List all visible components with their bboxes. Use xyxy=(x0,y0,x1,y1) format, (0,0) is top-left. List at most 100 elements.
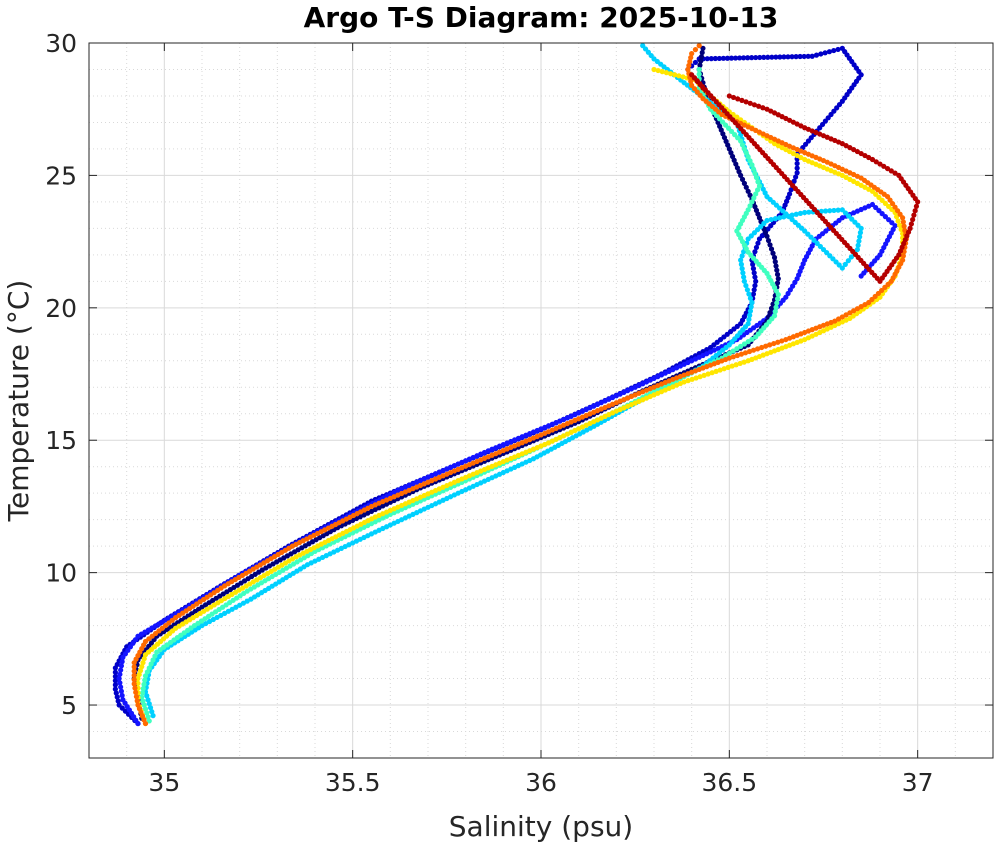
data-point xyxy=(745,339,751,345)
data-point xyxy=(747,308,754,314)
data-point xyxy=(743,99,749,105)
data-point xyxy=(753,174,760,181)
data-point xyxy=(855,242,861,248)
data-point xyxy=(743,150,749,156)
data-point xyxy=(769,54,775,60)
data-point xyxy=(708,56,714,62)
data-point xyxy=(753,244,760,251)
data-point xyxy=(734,114,740,120)
data-point xyxy=(728,55,735,61)
data-point xyxy=(736,55,743,61)
data-series xyxy=(112,45,864,727)
data-point xyxy=(697,62,703,68)
data-point xyxy=(726,350,732,357)
data-point xyxy=(809,53,815,59)
data-point xyxy=(743,184,749,190)
data-point xyxy=(900,257,906,263)
data-point xyxy=(751,270,757,276)
data-point xyxy=(754,187,761,193)
data-point xyxy=(774,280,781,286)
data-point xyxy=(751,195,757,201)
data-point xyxy=(787,191,793,197)
data-point xyxy=(910,216,916,223)
data-point xyxy=(896,222,903,228)
data-point xyxy=(131,672,137,678)
data-point xyxy=(697,374,703,380)
data-point xyxy=(740,270,746,276)
data-point xyxy=(772,259,778,265)
data-point xyxy=(771,141,778,147)
data-point xyxy=(687,58,693,65)
data-point xyxy=(117,671,123,677)
data-point xyxy=(749,299,755,306)
data-point xyxy=(741,180,748,186)
data-point xyxy=(805,53,811,59)
data-point xyxy=(768,216,774,223)
data-point xyxy=(775,276,781,282)
data-point xyxy=(730,348,736,354)
data-point xyxy=(119,659,125,665)
data-point xyxy=(827,208,833,214)
data-point xyxy=(765,54,771,60)
data-point xyxy=(115,698,121,704)
data-point xyxy=(793,174,799,180)
data-point xyxy=(745,207,751,213)
data-point xyxy=(148,661,154,667)
data-point xyxy=(854,246,861,253)
data-point xyxy=(750,266,757,272)
data-point xyxy=(749,55,755,61)
data-point xyxy=(145,697,151,703)
y-tick-label: 15 xyxy=(45,426,77,455)
data-point xyxy=(145,714,151,720)
data-point xyxy=(144,669,150,675)
data-point xyxy=(142,677,148,683)
data-point xyxy=(132,685,138,691)
data-point xyxy=(735,96,741,102)
data-point xyxy=(794,170,800,176)
data-point xyxy=(745,188,751,194)
data-point xyxy=(112,669,118,675)
data-point xyxy=(705,371,711,377)
data-point xyxy=(743,282,749,289)
data-point xyxy=(771,340,777,347)
data-point xyxy=(725,364,731,370)
data-point xyxy=(781,54,787,60)
data-point xyxy=(771,254,778,261)
x-axis-label: Salinity (psu) xyxy=(449,810,633,843)
data-point xyxy=(746,316,752,323)
data-point xyxy=(884,165,891,172)
data-point xyxy=(116,702,122,708)
data-point xyxy=(857,230,864,236)
data-point xyxy=(877,161,883,167)
data-point xyxy=(134,698,140,704)
data-point xyxy=(750,347,757,353)
data-point xyxy=(773,54,779,60)
data-point xyxy=(146,718,152,724)
data-point xyxy=(704,56,710,62)
data-point xyxy=(856,238,862,244)
data-point xyxy=(140,698,146,704)
data-point xyxy=(137,668,144,674)
data-point xyxy=(747,203,753,209)
data-point xyxy=(135,702,141,708)
data-point xyxy=(112,682,118,688)
data-point xyxy=(747,312,753,318)
data-point xyxy=(131,681,137,687)
data-point xyxy=(133,689,139,695)
data-point xyxy=(913,203,920,209)
data-point xyxy=(752,282,758,289)
data-point xyxy=(822,50,828,56)
data-point xyxy=(726,93,732,99)
data-point xyxy=(730,94,737,101)
data-point xyxy=(911,212,917,218)
data-point xyxy=(117,680,123,686)
data-point xyxy=(663,70,670,76)
data-layer xyxy=(112,43,921,727)
data-point xyxy=(651,66,657,73)
data-point xyxy=(689,376,695,382)
data-point xyxy=(688,54,694,61)
data-point xyxy=(739,266,745,272)
chart-title: Argo T-S Diagram: 2025-10-13 xyxy=(304,1,779,34)
